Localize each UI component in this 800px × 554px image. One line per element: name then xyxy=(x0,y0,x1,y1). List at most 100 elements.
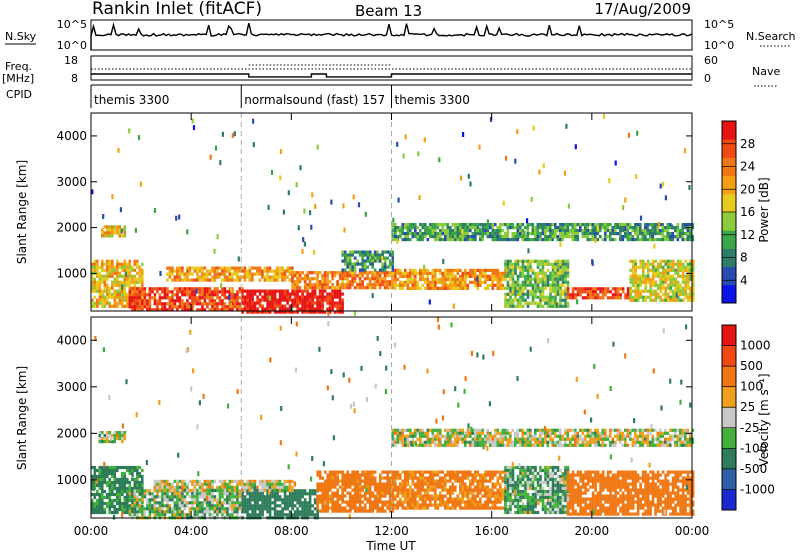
data-cell xyxy=(316,271,319,275)
data-cell xyxy=(654,271,657,275)
data-cell xyxy=(308,292,312,296)
data-cell xyxy=(118,507,122,512)
data-cell xyxy=(584,290,587,294)
data-cell xyxy=(529,238,532,242)
data-cell xyxy=(659,295,662,299)
data-cell xyxy=(211,308,214,312)
data-cell xyxy=(356,262,359,266)
data-cell xyxy=(409,268,412,272)
data-cell xyxy=(616,290,620,294)
data-cell xyxy=(171,488,174,492)
data-cell xyxy=(476,232,480,236)
data-cell xyxy=(546,280,550,284)
data-cell xyxy=(391,232,394,238)
data-cell xyxy=(123,295,127,299)
data-cell xyxy=(216,488,219,492)
data-cell xyxy=(276,482,279,486)
data-cell xyxy=(536,223,540,227)
data-cell xyxy=(328,482,332,486)
data-cell xyxy=(429,503,432,507)
data-cell xyxy=(246,504,249,508)
data-cell xyxy=(136,468,139,473)
data-cell xyxy=(96,504,99,509)
data-cell xyxy=(378,488,382,492)
data-cell xyxy=(426,476,430,480)
data-cell xyxy=(506,304,510,308)
colorbar-tick-label: 16 xyxy=(740,205,755,219)
data-cell xyxy=(404,497,407,501)
data-cell xyxy=(271,295,274,299)
data-cell xyxy=(424,482,427,486)
data-cell xyxy=(441,500,445,504)
data-cell xyxy=(338,479,342,483)
data-cell xyxy=(236,485,239,489)
data-cell xyxy=(321,304,324,308)
data-cell xyxy=(148,507,152,511)
data-cell xyxy=(138,486,142,491)
data-cell xyxy=(133,296,137,300)
data-cell xyxy=(173,479,177,483)
data-cell xyxy=(681,274,685,278)
data-cell xyxy=(434,497,437,501)
data-cell xyxy=(499,283,502,287)
data-cell xyxy=(193,482,197,486)
data-cell xyxy=(331,304,334,308)
data-cell xyxy=(131,277,134,281)
data-cell xyxy=(363,473,367,477)
data-cell xyxy=(539,268,542,272)
data-cell xyxy=(333,509,337,513)
data-cell xyxy=(231,296,234,300)
data-cell xyxy=(186,278,189,282)
data-cell xyxy=(414,286,417,290)
data-cell xyxy=(496,286,500,290)
data-cell xyxy=(221,510,224,514)
data-cell xyxy=(509,289,512,293)
data-cell xyxy=(691,289,695,293)
data-cell xyxy=(399,232,402,236)
data-cell xyxy=(133,308,137,312)
data-cell xyxy=(283,492,287,496)
data-cell xyxy=(376,494,379,498)
data-cell xyxy=(469,473,472,477)
data-cell xyxy=(118,477,122,482)
data-cell xyxy=(378,482,382,486)
data-cell xyxy=(346,265,349,269)
data-cell xyxy=(330,199,333,205)
data-cell xyxy=(436,238,440,242)
data-cell xyxy=(361,470,364,474)
data-cell xyxy=(296,295,299,299)
data-cell xyxy=(391,256,394,260)
data-cell xyxy=(394,488,397,492)
data-cell xyxy=(348,274,352,278)
data-cell xyxy=(584,226,587,230)
data-cell xyxy=(106,289,109,293)
data-cell xyxy=(451,500,455,504)
data-cell xyxy=(106,495,109,500)
data-cell xyxy=(346,509,349,513)
data-cell xyxy=(421,476,425,480)
data-cell xyxy=(191,492,194,496)
date-title: 17/Aug/2009 xyxy=(594,0,691,18)
data-cell xyxy=(491,226,495,230)
data-cell xyxy=(328,304,332,308)
data-cell xyxy=(461,491,465,495)
data-cell xyxy=(91,274,94,278)
data-cell xyxy=(153,299,157,303)
nsky-tick-bottom: 10^0 xyxy=(57,39,87,52)
data-cell xyxy=(476,491,480,495)
data-cell xyxy=(216,287,219,291)
data-cell xyxy=(241,501,244,505)
data-cell xyxy=(326,500,329,504)
data-cell xyxy=(201,272,204,276)
data-cell xyxy=(671,289,675,293)
data-cell xyxy=(476,280,480,284)
data-cell xyxy=(491,277,495,281)
data-cell xyxy=(173,293,177,297)
data-cell xyxy=(521,283,525,287)
data-cell xyxy=(231,510,234,514)
data-cell xyxy=(401,232,405,236)
data-cell xyxy=(641,259,645,263)
data-cell xyxy=(499,232,502,236)
data-cell xyxy=(461,280,465,284)
data-cell xyxy=(371,491,374,495)
